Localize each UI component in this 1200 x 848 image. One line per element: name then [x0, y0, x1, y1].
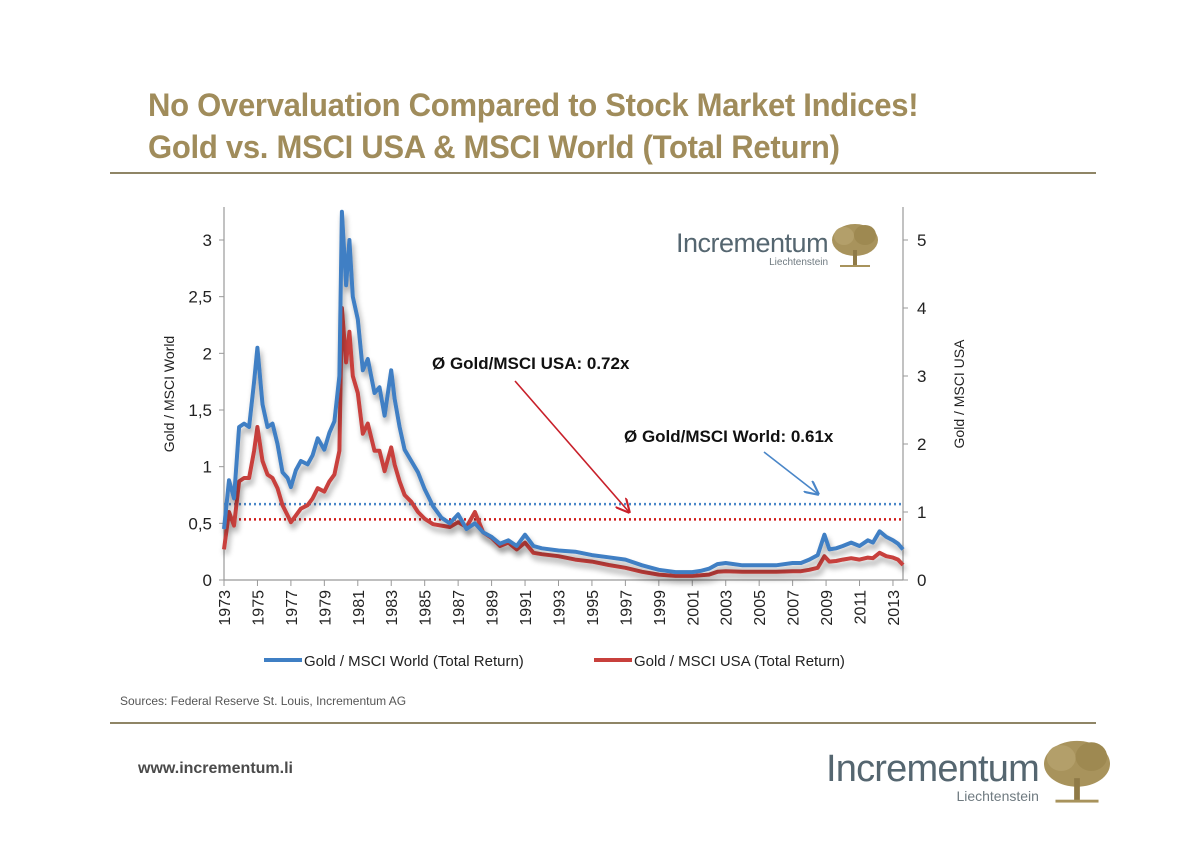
tree-icon	[1043, 740, 1110, 803]
x-tick-label: 2011	[853, 590, 870, 625]
series-group	[222, 209, 905, 578]
x-tick-label: 1997	[618, 590, 635, 626]
x-tick-label: 2007	[786, 590, 803, 626]
footer-logo-sub: Liechtenstein	[956, 788, 1039, 804]
x-tick-label: 1991	[518, 590, 535, 626]
title-divider	[110, 172, 1096, 174]
x-tick-label: 1983	[384, 590, 401, 626]
y-tick-label-left: 2,5	[188, 288, 212, 307]
y-tick-label-right: 4	[917, 299, 926, 318]
chart-logo-sub: Liechtenstein	[769, 257, 829, 268]
x-tick-label: 2009	[819, 590, 836, 626]
y-tick-label-left: 0	[203, 571, 212, 590]
x-tick-label: 2001	[685, 590, 702, 626]
title-line-1: No Overvaluation Compared to Stock Marke…	[148, 87, 919, 123]
tree-icon	[832, 224, 879, 267]
y-axis-title-right: Gold / MSCI USA	[951, 339, 967, 449]
series-line-world	[222, 209, 905, 575]
sources-note: Sources: Federal Reserve St. Louis, Incr…	[120, 694, 407, 708]
x-tick-label: 1999	[652, 590, 669, 626]
y-tick-label-left: 3	[203, 231, 212, 250]
y-tick-label-left: 1,5	[188, 401, 212, 420]
y-tick-label-right: 3	[917, 367, 926, 386]
legend-label-usa: Gold / MSCI USA (Total Return)	[634, 653, 845, 670]
chart: 0 0,5 1 1,5 2 2,5 3 0 1 2 3 4 5 1973 1975 1977 1979 1981 1…	[161, 207, 967, 670]
x-tick-label: 2003	[719, 590, 736, 626]
annotation-usa-arrow	[514, 380, 629, 512]
footer-divider	[110, 722, 1096, 724]
annotation-world-average: Ø Gold/MSCI World: 0.61x	[624, 427, 834, 446]
legend: Gold / MSCI World (Total Return) Gold / …	[264, 653, 845, 670]
website-link[interactable]: www.incrementum.li	[138, 760, 293, 777]
x-tick-label: 1981	[351, 590, 368, 626]
x-tick-label: 1987	[451, 590, 468, 626]
y-tick-label-right: 5	[917, 231, 926, 250]
y-tick-label-left: 0,5	[188, 514, 212, 533]
x-tick-label: 2005	[752, 590, 769, 626]
title-line-2: Gold vs. MSCI USA & MSCI World (Total Re…	[148, 129, 840, 165]
y-axis-title-left: Gold / MSCI World	[161, 336, 177, 452]
annotation-usa-average: Ø Gold/MSCI USA: 0.72x	[432, 354, 630, 373]
series-line-usa	[222, 306, 905, 578]
x-tick-label: 1989	[485, 590, 502, 626]
footer-logo: Incrementum Liechtenstein	[826, 738, 1113, 804]
x-tick-label: 1985	[418, 590, 435, 626]
y-tick-label-left: 2	[203, 344, 212, 363]
y-tick-label-right: 2	[917, 435, 926, 454]
y-tick-label-right: 0	[917, 571, 926, 590]
page-title: No Overvaluation Compared to Stock Marke…	[148, 84, 919, 168]
x-tick-label: 1977	[284, 590, 301, 626]
y-tick-label-left: 1	[203, 458, 212, 477]
x-tick-label: 1995	[585, 590, 602, 626]
axes-group: 0 0,5 1 1,5 2 2,5 3 0 1 2 3 4 5 1973 1975 1977 1979 1981 1…	[161, 207, 967, 626]
x-tick-label: 1993	[551, 590, 568, 626]
footer-logo-brand: Incrementum	[826, 748, 1040, 790]
annotation-world-arrow	[763, 451, 818, 494]
chart-logo: Incrementum Liechtenstein	[676, 222, 880, 268]
x-tick-label: 1973	[217, 590, 234, 626]
legend-label-world: Gold / MSCI World (Total Return)	[304, 653, 524, 670]
y-tick-label-right: 1	[917, 503, 926, 522]
x-tick-label: 1979	[317, 590, 334, 626]
chart-logo-brand: Incrementum	[676, 228, 829, 258]
x-tick-label: 2013	[886, 590, 903, 626]
average-lines	[224, 502, 903, 521]
x-tick-label: 1975	[250, 590, 267, 626]
annotations-group: Ø Gold/MSCI USA: 0.72x Ø Gold/MSCI World…	[432, 354, 834, 512]
